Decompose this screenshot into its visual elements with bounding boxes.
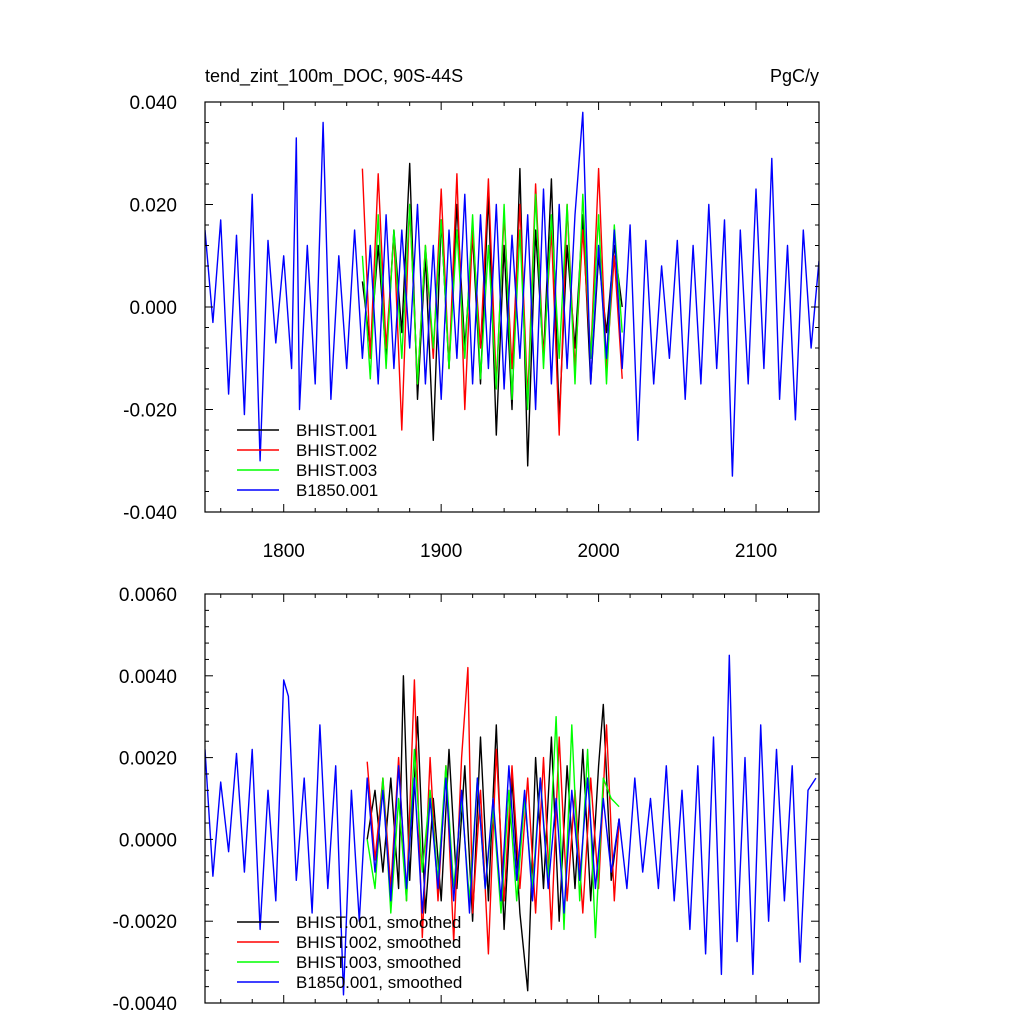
legend-label: BHIST.002, smoothed	[296, 933, 461, 952]
y-tick-label: -0.0020	[113, 912, 177, 933]
chart-title: tend_zint_100m_DOC, 90S-44S	[205, 66, 463, 87]
x-tick-label: 1900	[420, 541, 462, 562]
x-tick-label: 2000	[577, 541, 619, 562]
series-line-bhist-002-smoothed	[366, 666, 620, 955]
series-line-b1850-001	[205, 111, 819, 477]
top-panel: -0.040 -0.020 0.000 0.020 0.040 1800 1900 2000 2…	[123, 66, 820, 562]
y-tick-label: -0.0040	[113, 994, 177, 1015]
y-tick-label: -0.040	[123, 503, 177, 524]
y-tick-label: 0.000	[129, 298, 177, 319]
y-tick-label: 0.0060	[119, 585, 177, 606]
y-tick-label: 0.0000	[119, 830, 177, 851]
y-tick-label: 0.020	[129, 196, 177, 217]
units-label: PgC/y	[770, 66, 819, 86]
legend-label: BHIST.001	[296, 421, 377, 440]
series-line-b1850-001-smoothed	[205, 654, 817, 996]
legend-label: B1850.001	[296, 481, 378, 500]
legend-label: BHIST.003	[296, 461, 377, 480]
legend-label: B1850.001, smoothed	[296, 973, 462, 992]
legend-label: BHIST.002	[296, 441, 377, 460]
series-group	[205, 654, 817, 996]
y-tick-label: -0.020	[123, 401, 177, 422]
x-tick-label: 1800	[263, 541, 305, 562]
plot-frame	[204, 593, 820, 1004]
x-tick-label: 2100	[735, 541, 777, 562]
y-tick-label: 0.0040	[119, 667, 177, 688]
legend-label: BHIST.003, smoothed	[296, 953, 461, 972]
series-group	[205, 111, 819, 477]
legend-label: BHIST.001, smoothed	[296, 913, 461, 932]
y-tick-label: 0.040	[129, 93, 177, 114]
bottom-panel: -0.0040 -0.0020 0.0000 0.0020 0.0040 0.0060 BH…	[113, 585, 820, 1015]
y-tick-label: 0.0020	[119, 749, 177, 770]
